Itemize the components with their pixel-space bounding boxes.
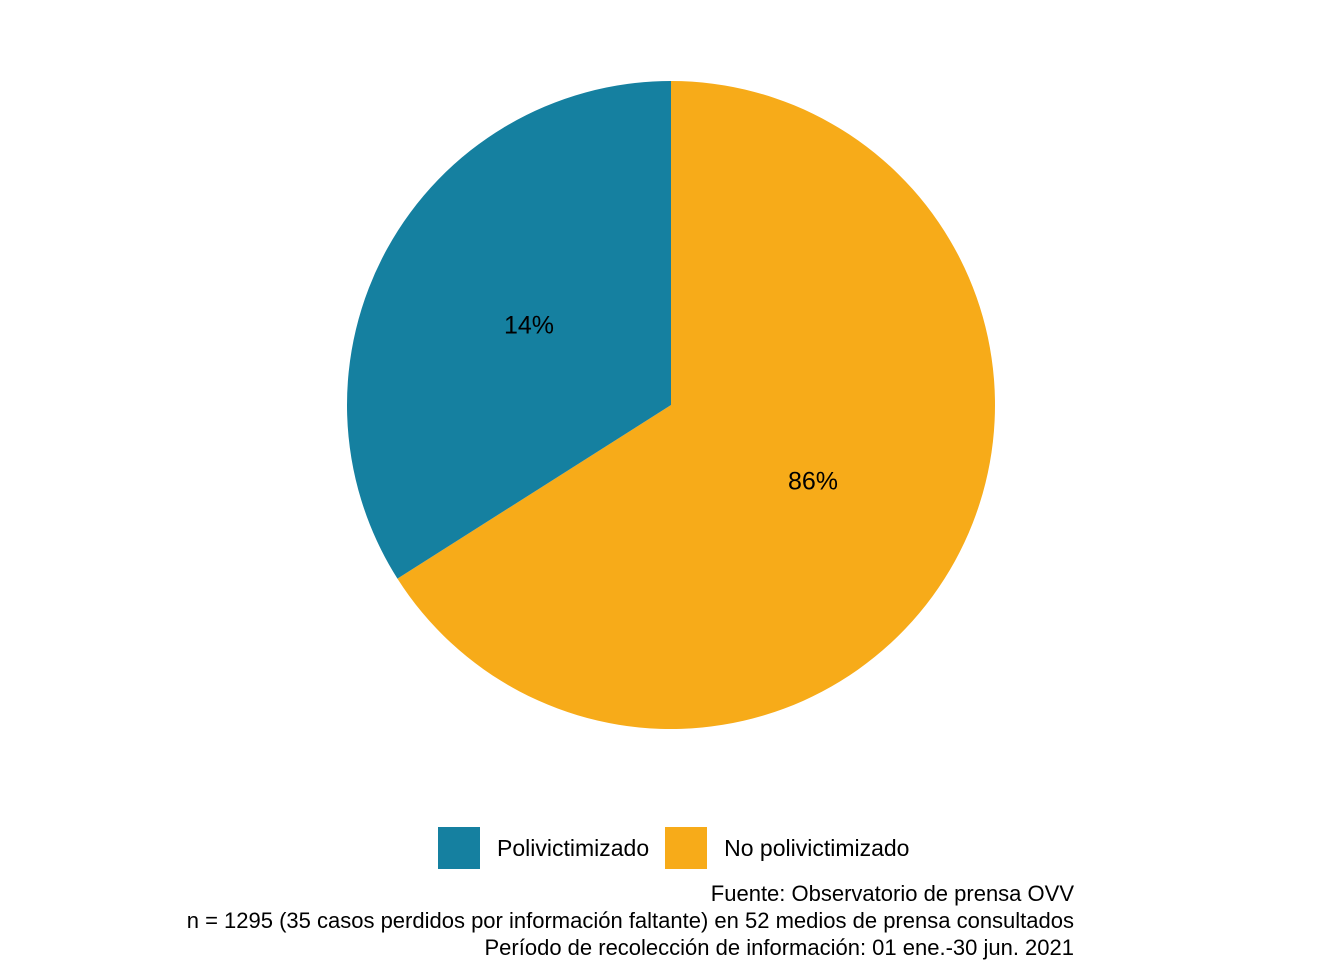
legend-item-no-polivictimizado: No polivictimizado <box>665 827 909 869</box>
legend-swatch-no-polivictimizado <box>665 827 708 869</box>
caption-source: Fuente: Observatorio de prensa OVV <box>710 881 1074 906</box>
caption-period: Período de recolección de información: 0… <box>484 935 1075 960</box>
legend-label-polivictimizado: Polivictimizado <box>497 834 650 861</box>
pie-slice-polivictimizado <box>346 81 671 579</box>
legend-item-polivictimizado: Polivictimizado <box>438 827 649 869</box>
caption-sample: n = 1295 (35 casos perdidos por informac… <box>186 908 1074 933</box>
pie-slice-no-polivictimizado <box>397 81 995 729</box>
slice-label-no-polivictimizado: 86% <box>788 468 838 496</box>
legend-swatch-polivictimizado <box>438 827 480 869</box>
caption: Fuente: Observatorio de prensa OVV n = 1… <box>187 880 1074 961</box>
legend: Polivictimizado No polivictimizado <box>438 827 925 869</box>
legend-label-no-polivictimizado: No polivictimizado <box>724 834 910 861</box>
slice-label-polivictimizado: 14% <box>504 312 554 340</box>
